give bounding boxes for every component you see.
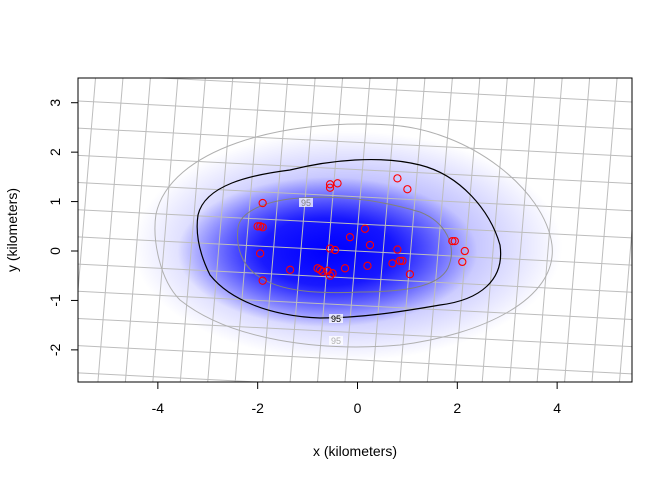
- contour-label-bg: [299, 198, 313, 207]
- data-point: [403, 185, 412, 194]
- plot-area: 95 95 95: [60, 19, 672, 400]
- graticule-line: [78, 209, 632, 239]
- contour-lines: 95 95 95: [154, 123, 553, 348]
- graticule-line: [78, 100, 632, 130]
- data-point: [398, 256, 407, 266]
- data-point: [325, 244, 335, 253]
- y-tick-label: -2: [47, 343, 63, 356]
- graticule-line: [78, 372, 268, 382]
- graticule-line: [97, 78, 124, 382]
- contour-label-bg: [329, 336, 343, 345]
- y-tick-label: 3: [47, 99, 63, 107]
- data-point: [393, 174, 402, 183]
- data-point: [340, 264, 350, 273]
- graticule-line: [234, 78, 261, 382]
- data-point: [253, 222, 262, 231]
- graticule-line: [78, 154, 632, 185]
- data-point: [448, 236, 457, 246]
- contour-main: [196, 158, 502, 319]
- data-point: [345, 233, 355, 242]
- graticule-line: [179, 78, 206, 382]
- x-axis: -4 -2 0 2 4: [152, 381, 561, 416]
- y-tick-label: -1: [47, 294, 63, 307]
- x-tick-label: 0: [354, 400, 362, 416]
- y-axis: -2 -1 0 1 2 3: [47, 99, 79, 356]
- graticule-line: [78, 182, 632, 212]
- graticule-line: [78, 290, 632, 320]
- graticule-line: [426, 78, 453, 382]
- data-point: [258, 198, 267, 208]
- data-point: [365, 240, 375, 250]
- graticule-line: [399, 78, 426, 382]
- data-point: [318, 267, 327, 276]
- data-point: [328, 269, 337, 278]
- contour-label: 95: [331, 314, 341, 324]
- data-point: [258, 276, 267, 285]
- data-point: [256, 249, 265, 258]
- contour-label: 95: [331, 336, 341, 346]
- graticule-line: [536, 78, 563, 382]
- graticule-line: [124, 78, 151, 382]
- contour-label-bg: [329, 314, 343, 323]
- data-point: [325, 183, 335, 192]
- x-tick-label: 4: [553, 400, 561, 416]
- data-points: [253, 174, 469, 285]
- graticule-line: [645, 60, 672, 400]
- data-point: [388, 259, 397, 268]
- graticule-line: [262, 78, 289, 382]
- graticule-line: [78, 263, 632, 293]
- data-point: [285, 265, 295, 274]
- graticule-line: [207, 78, 234, 382]
- x-tick-label: -2: [251, 400, 264, 416]
- data-point: [458, 257, 467, 267]
- data-point: [258, 223, 267, 232]
- x-axis-label: x (kilometers): [313, 443, 397, 459]
- data-point: [333, 179, 342, 188]
- graticule-line: [78, 127, 632, 157]
- graticule-line: [150, 78, 632, 103]
- graticule-line: [78, 345, 632, 375]
- graticule-line: [618, 223, 632, 382]
- graticule-line: [60, 19, 650, 49]
- data-point: [393, 245, 402, 254]
- graticule-grid: [60, 19, 672, 400]
- y-axis-label: y (kilometers): [4, 188, 20, 272]
- graticule-line: [317, 78, 344, 382]
- data-point: [363, 261, 372, 270]
- data-point: [330, 245, 340, 255]
- graticule-line: [564, 78, 591, 382]
- graticule-line: [60, 46, 650, 76]
- contour-outer: [154, 123, 553, 348]
- graticule-line: [344, 78, 371, 382]
- data-point: [405, 270, 415, 279]
- graticule-line: [78, 317, 632, 348]
- y-tick-label: 2: [47, 148, 63, 156]
- y-tick-label: 0: [47, 247, 63, 255]
- graticule-line: [78, 78, 97, 297]
- data-point: [460, 246, 469, 256]
- data-point: [325, 271, 335, 280]
- contour-inner: [237, 196, 452, 294]
- data-point: [450, 236, 459, 246]
- data-point: [360, 224, 370, 233]
- data-point: [323, 266, 332, 275]
- graticule-line: [289, 78, 316, 382]
- graticule-line: [509, 78, 536, 382]
- x-tick-label: 2: [453, 400, 461, 416]
- graticule-line: [152, 78, 179, 382]
- y-tick-label: 1: [47, 197, 63, 205]
- data-point: [395, 256, 405, 266]
- graticule-line: [591, 78, 618, 382]
- x-tick-label: -4: [152, 400, 165, 416]
- contour-label: 95: [301, 198, 311, 208]
